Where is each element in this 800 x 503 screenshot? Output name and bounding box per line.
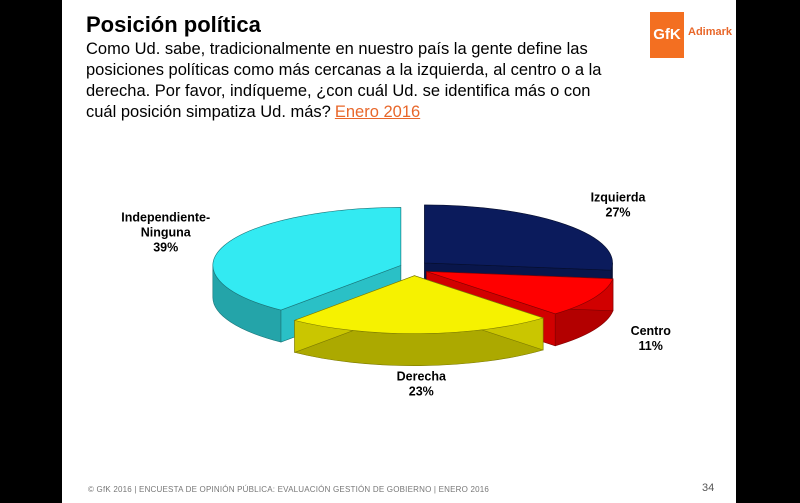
slice-label-izquierda: Izquierda 27% (591, 191, 647, 220)
survey-question: Como Ud. sabe, tradicionalmente en nuest… (86, 39, 606, 123)
question-text: Como Ud. sabe, tradicionalmente en nuest… (86, 40, 602, 121)
gfk-adimark-logo: GfK Adimark (650, 12, 736, 58)
gfk-logo-mark: GfK (650, 12, 684, 58)
adimark-logo-text: Adimark (688, 26, 733, 38)
slide: Posición política Como Ud. sabe, tradici… (62, 0, 736, 503)
pie-slice-derecha (293, 275, 545, 366)
slice-label-derecha: Derecha 23% (397, 370, 447, 399)
pie-chart: Izquierda 27% Centro 11% Derecha 23% Independi… (121, 191, 672, 399)
date-link[interactable]: Enero 2016 (334, 103, 421, 121)
slice-label-independiente-ninguna: Independiente-Ninguna 39% (121, 211, 210, 255)
slide-title: Posición política (86, 12, 261, 37)
footer-text: © GfK 2016 | ENCUESTA DE OPINIÓN PÚBLICA… (88, 485, 490, 494)
page-number: 34 (702, 482, 715, 494)
slice-label-centro: Centro 11% (631, 324, 672, 353)
